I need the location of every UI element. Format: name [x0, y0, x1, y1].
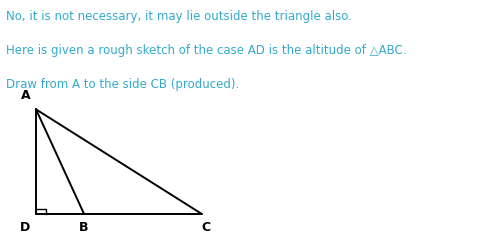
- Text: B: B: [79, 221, 89, 234]
- Text: Here is given a rough sketch of the case AD is the altitude of △ABC.: Here is given a rough sketch of the case…: [6, 44, 406, 57]
- Text: Draw from A to the side CB (produced).: Draw from A to the side CB (produced).: [6, 78, 239, 91]
- Text: C: C: [202, 221, 211, 234]
- Text: D: D: [20, 221, 31, 234]
- Text: No, it is not necessary, it may lie outside the triangle also.: No, it is not necessary, it may lie outs…: [6, 10, 352, 23]
- Text: A: A: [21, 89, 30, 103]
